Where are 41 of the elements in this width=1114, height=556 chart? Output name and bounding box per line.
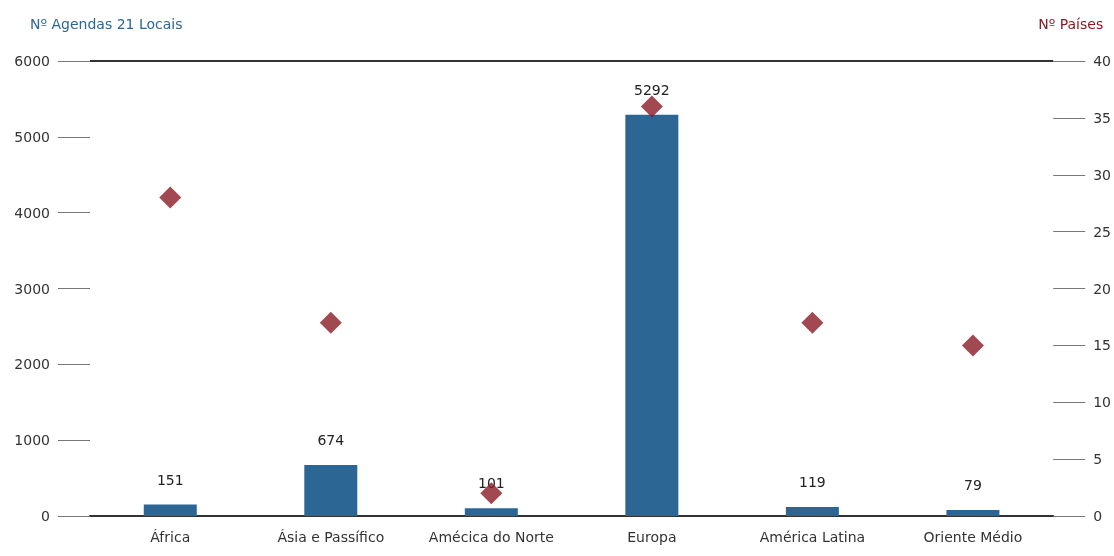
y2-tick-label: 0 (1093, 508, 1103, 524)
x-tick-label: América Latina (759, 529, 866, 545)
point (319, 311, 342, 334)
point (159, 186, 182, 209)
data-label: 119 (799, 473, 826, 490)
y2-tick-label: 10 (1093, 394, 1112, 411)
y2-tick-label: 15 (1093, 337, 1112, 354)
bar (304, 464, 358, 516)
bar (946, 510, 1000, 516)
y-tick-label: 6000 (14, 53, 50, 69)
y-tick-label: 3000 (14, 280, 50, 297)
x-tick-label: Amécica do Norte (428, 529, 554, 545)
y-tick-label: 4000 (14, 204, 50, 221)
y-tick-label: 1000 (14, 432, 50, 449)
data-label: 151 (156, 471, 184, 488)
point (640, 95, 663, 118)
y-tick-label: 5000 (14, 128, 50, 145)
y2-tick-label: 5 (1093, 451, 1103, 468)
y-tick-label: 2000 (14, 356, 50, 373)
data-label: 101 (477, 475, 505, 492)
bar (464, 508, 518, 516)
y2-tick-label: 40 (1093, 53, 1112, 69)
point (961, 334, 984, 357)
y2-tick-label: 25 (1093, 223, 1112, 240)
y-axis-title: Nº Agendas 21 Locais (30, 16, 183, 32)
y-tick-label: 0 (41, 508, 50, 524)
point (801, 311, 824, 334)
bar (625, 114, 679, 516)
bar (143, 504, 197, 516)
x-tick-label: África (150, 529, 191, 545)
y2-tick-label: 30 (1093, 166, 1112, 183)
x-tick-label: Europa (627, 529, 677, 545)
data-label: 79 (964, 477, 982, 494)
data-label: 5292 (634, 81, 670, 98)
x-tick-label: Ásia e Passífico (277, 529, 385, 545)
bar (785, 506, 839, 516)
y2-tick-label: 35 (1093, 109, 1112, 126)
x-tick-label: Oriente Médio (923, 529, 1023, 545)
y2-axis-title: Nº Países (1038, 16, 1104, 32)
y2-tick-label: 20 (1093, 280, 1112, 297)
data-label: 674 (317, 431, 345, 448)
